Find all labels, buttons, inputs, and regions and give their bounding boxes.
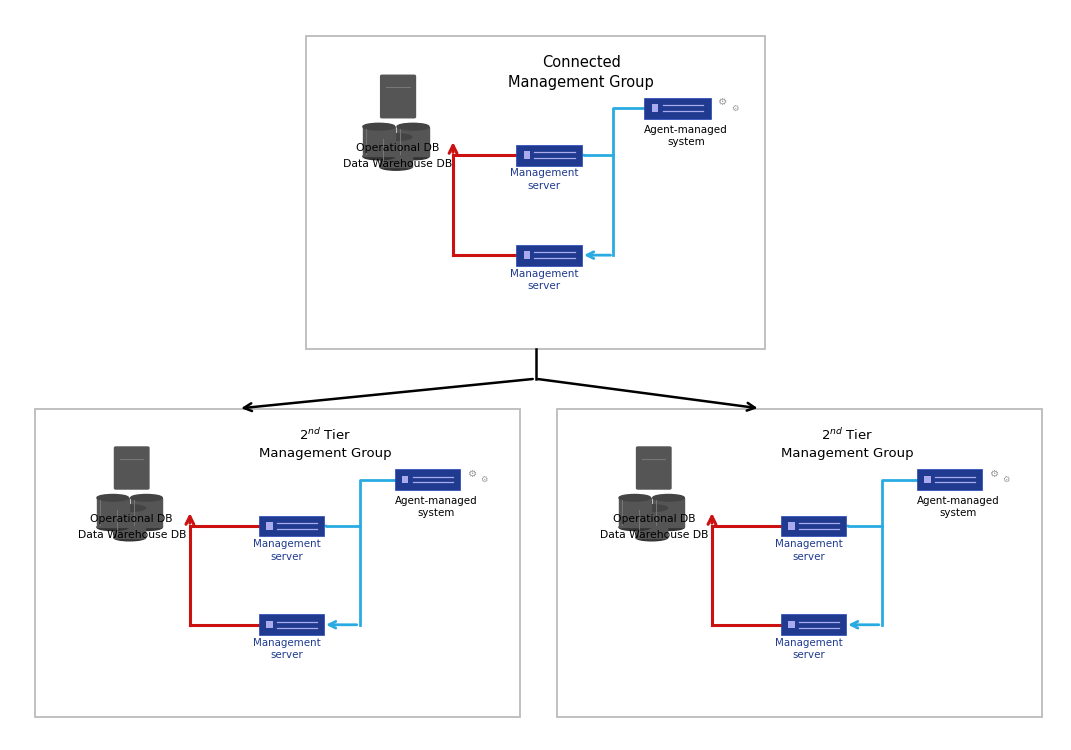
FancyBboxPatch shape bbox=[636, 446, 672, 490]
Text: ⚙: ⚙ bbox=[467, 469, 477, 478]
Text: Operational DB: Operational DB bbox=[613, 514, 695, 524]
Text: ⚙: ⚙ bbox=[731, 104, 739, 112]
FancyBboxPatch shape bbox=[788, 522, 795, 530]
FancyBboxPatch shape bbox=[380, 74, 417, 118]
Text: ⚙: ⚙ bbox=[990, 469, 998, 478]
Ellipse shape bbox=[131, 494, 162, 501]
Ellipse shape bbox=[636, 534, 667, 541]
Ellipse shape bbox=[652, 494, 684, 501]
Polygon shape bbox=[397, 127, 429, 157]
Polygon shape bbox=[97, 498, 129, 527]
Ellipse shape bbox=[636, 505, 667, 512]
FancyBboxPatch shape bbox=[516, 145, 583, 166]
FancyBboxPatch shape bbox=[259, 515, 325, 536]
FancyBboxPatch shape bbox=[516, 244, 583, 266]
Text: ⚙: ⚙ bbox=[718, 98, 727, 107]
Polygon shape bbox=[619, 498, 650, 527]
Polygon shape bbox=[114, 508, 146, 538]
Ellipse shape bbox=[97, 524, 129, 530]
FancyBboxPatch shape bbox=[781, 614, 846, 635]
Text: Management
server: Management server bbox=[510, 169, 578, 191]
FancyArrowPatch shape bbox=[584, 108, 646, 155]
Ellipse shape bbox=[397, 153, 429, 160]
Text: Data Warehouse DB: Data Warehouse DB bbox=[600, 530, 708, 540]
FancyBboxPatch shape bbox=[645, 98, 710, 118]
Text: Data Warehouse DB: Data Warehouse DB bbox=[77, 530, 186, 540]
Text: Operational DB: Operational DB bbox=[90, 514, 172, 524]
Text: Management
server: Management server bbox=[253, 638, 320, 661]
FancyBboxPatch shape bbox=[267, 621, 273, 628]
Polygon shape bbox=[131, 498, 162, 527]
Text: Data Warehouse DB: Data Warehouse DB bbox=[344, 160, 453, 170]
Polygon shape bbox=[363, 127, 395, 157]
Text: Operational DB: Operational DB bbox=[357, 143, 440, 153]
Text: Management
server: Management server bbox=[510, 268, 578, 291]
Ellipse shape bbox=[131, 524, 162, 530]
Text: Agent-managed
system: Agent-managed system bbox=[917, 496, 999, 518]
FancyBboxPatch shape bbox=[259, 614, 325, 635]
FancyBboxPatch shape bbox=[524, 152, 530, 159]
Text: 2$^{nd}$ Tier
Management Group: 2$^{nd}$ Tier Management Group bbox=[259, 427, 392, 460]
Ellipse shape bbox=[114, 505, 146, 512]
Ellipse shape bbox=[380, 134, 412, 140]
Text: Management
server: Management server bbox=[774, 539, 843, 562]
Text: Agent-managed
system: Agent-managed system bbox=[394, 496, 478, 518]
FancyBboxPatch shape bbox=[781, 515, 846, 536]
Ellipse shape bbox=[114, 534, 146, 541]
Text: ⚙: ⚙ bbox=[1002, 475, 1010, 484]
FancyBboxPatch shape bbox=[34, 409, 519, 718]
Text: Agent-managed
system: Agent-managed system bbox=[644, 124, 728, 147]
Polygon shape bbox=[652, 498, 684, 527]
Ellipse shape bbox=[619, 524, 650, 530]
FancyBboxPatch shape bbox=[114, 446, 150, 490]
Text: Connected
Management Group: Connected Management Group bbox=[509, 55, 654, 90]
FancyBboxPatch shape bbox=[924, 476, 931, 483]
Ellipse shape bbox=[363, 123, 395, 130]
Text: ⚙: ⚙ bbox=[481, 475, 488, 484]
FancyBboxPatch shape bbox=[524, 251, 530, 259]
FancyBboxPatch shape bbox=[557, 409, 1042, 718]
FancyBboxPatch shape bbox=[395, 470, 461, 490]
Text: 2$^{nd}$ Tier
Management Group: 2$^{nd}$ Tier Management Group bbox=[782, 427, 914, 460]
FancyBboxPatch shape bbox=[402, 476, 408, 483]
Polygon shape bbox=[380, 137, 412, 166]
Ellipse shape bbox=[619, 494, 650, 501]
FancyBboxPatch shape bbox=[267, 522, 273, 530]
Text: Management
server: Management server bbox=[774, 638, 843, 661]
FancyArrowPatch shape bbox=[848, 479, 918, 526]
Ellipse shape bbox=[97, 494, 129, 501]
Text: Management
server: Management server bbox=[253, 539, 320, 562]
Polygon shape bbox=[636, 508, 667, 538]
FancyArrowPatch shape bbox=[326, 479, 396, 526]
Ellipse shape bbox=[363, 153, 395, 160]
Ellipse shape bbox=[380, 164, 412, 170]
Ellipse shape bbox=[397, 123, 429, 130]
FancyBboxPatch shape bbox=[788, 621, 795, 628]
FancyBboxPatch shape bbox=[652, 104, 659, 112]
FancyBboxPatch shape bbox=[306, 36, 765, 349]
Ellipse shape bbox=[652, 524, 684, 530]
FancyBboxPatch shape bbox=[917, 470, 982, 490]
